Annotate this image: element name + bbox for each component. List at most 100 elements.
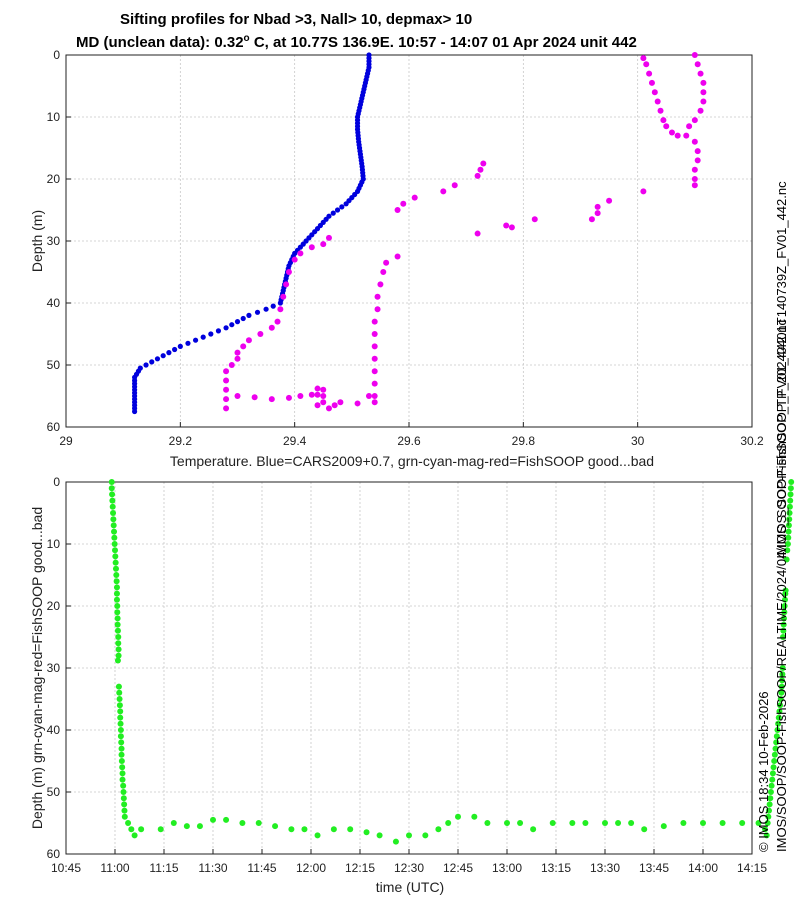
fishsoop-point bbox=[394, 207, 401, 213]
fishsoop-time-point bbox=[111, 541, 118, 547]
fishsoop-time-point bbox=[113, 572, 120, 578]
fishsoop-point bbox=[308, 244, 315, 251]
fishsoop-point bbox=[277, 306, 284, 313]
fishsoop-time-point bbox=[116, 689, 123, 696]
fishsoop-time-point bbox=[119, 770, 126, 777]
fishsoop-time-point bbox=[778, 683, 785, 690]
fishsoop-point bbox=[371, 355, 378, 362]
bottom-x-tick-label: 13:15 bbox=[541, 861, 571, 875]
bottom-x-tick-label: 13:45 bbox=[639, 861, 669, 875]
top-chart-y-label: Depth (m) bbox=[29, 210, 45, 272]
fishsoop-time-point bbox=[775, 720, 782, 727]
cars-point bbox=[160, 353, 166, 359]
top-x-tick-label: 30 bbox=[631, 434, 645, 448]
fishsoop-time-point bbox=[125, 820, 132, 826]
fishsoop-point bbox=[691, 166, 698, 173]
fishsoop-point bbox=[654, 98, 661, 105]
fishsoop-time-point bbox=[128, 826, 135, 833]
bottom-y-tick-label: 0 bbox=[53, 475, 60, 489]
title-line2: MD (unclean data): 0.32o C, at 10.77S 13… bbox=[76, 33, 637, 51]
fishsoop-point bbox=[394, 253, 401, 260]
fishsoop-time-point bbox=[138, 826, 145, 833]
fishsoop-time-point bbox=[121, 813, 128, 820]
fishsoop-point bbox=[660, 117, 667, 124]
fishsoop-time-point bbox=[118, 751, 125, 758]
fishsoop-time-point bbox=[115, 683, 122, 690]
cars-point bbox=[339, 204, 345, 210]
fishsoop-point bbox=[451, 182, 458, 189]
fishsoop-time-point bbox=[782, 587, 789, 594]
fishsoop-time-point bbox=[109, 497, 116, 504]
bottom-chart-x-label: time (UTC) bbox=[376, 879, 444, 895]
fishsoop-time-point bbox=[115, 646, 122, 653]
cars-point bbox=[277, 300, 283, 306]
fishsoop-time-point bbox=[113, 590, 120, 597]
fishsoop-point bbox=[320, 386, 327, 393]
fishsoop-point bbox=[694, 148, 701, 155]
fishsoop-time-point bbox=[762, 826, 769, 833]
fishsoop-time-point bbox=[109, 491, 116, 498]
fishsoop-point bbox=[371, 393, 378, 399]
fishsoop-time-point bbox=[330, 826, 337, 833]
fishsoop-point bbox=[643, 61, 650, 68]
fishsoop-time-point bbox=[784, 547, 791, 554]
bottom-x-tick-label: 14:15 bbox=[737, 861, 767, 875]
fishsoop-time-point bbox=[781, 615, 788, 622]
fishsoop-time-point bbox=[131, 832, 138, 839]
fishsoop-time-point bbox=[114, 603, 121, 609]
fishsoop-point bbox=[234, 393, 241, 399]
fishsoop-point bbox=[234, 355, 241, 362]
fishsoop-time-point bbox=[719, 820, 726, 826]
fishsoop-time-point bbox=[347, 826, 354, 833]
fishsoop-time-point bbox=[114, 621, 121, 628]
fishsoop-time-point bbox=[777, 702, 784, 709]
fishsoop-point bbox=[640, 55, 647, 62]
fishsoop-point bbox=[474, 230, 481, 237]
fishsoop-point bbox=[314, 402, 321, 409]
fishsoop-time-point bbox=[117, 708, 124, 715]
cars-point bbox=[132, 408, 138, 415]
temperature-depth-chart: 29 29.2 29.4 29.6 29.8 30 30.2 0 10 20 30 40 50 60 T… bbox=[29, 48, 764, 469]
fishsoop-point bbox=[691, 52, 698, 58]
top-y-tick-label: 0 bbox=[53, 48, 60, 62]
fishsoop-time-point bbox=[765, 807, 772, 814]
bottom-chart-grid bbox=[66, 482, 752, 854]
fishsoop-point bbox=[594, 210, 601, 217]
fishsoop-point bbox=[606, 197, 613, 204]
fishsoop-time-point bbox=[504, 820, 510, 826]
fishsoop-time-point bbox=[786, 510, 793, 516]
fishsoop-point bbox=[314, 385, 321, 392]
bottom-x-tick-label: 11:00 bbox=[100, 861, 129, 875]
fishsoop-time-point bbox=[210, 816, 216, 823]
fishsoop-point bbox=[320, 399, 327, 406]
fishsoop-time-point bbox=[121, 801, 128, 808]
fishsoop-point bbox=[697, 70, 704, 77]
fishsoop-time-point bbox=[602, 820, 608, 826]
bottom-y-tick-label: 30 bbox=[47, 661, 61, 675]
cars-point bbox=[172, 346, 178, 353]
fishsoop-time-point bbox=[767, 795, 774, 802]
fishsoop-time-point bbox=[779, 677, 786, 684]
fishsoop-point bbox=[700, 79, 707, 86]
fishsoop-point bbox=[691, 176, 698, 182]
fishsoop-point bbox=[371, 380, 378, 387]
cars-point bbox=[270, 303, 276, 309]
fishsoop-time-point bbox=[785, 534, 792, 541]
fishsoop-point bbox=[377, 281, 384, 288]
cars-point bbox=[177, 343, 183, 349]
fishsoop-time-point bbox=[288, 826, 295, 833]
top-y-tick-label: 20 bbox=[47, 172, 61, 186]
fishsoop-time-point bbox=[108, 479, 115, 485]
fishsoop-point bbox=[283, 281, 290, 288]
fishsoop-time-point bbox=[455, 813, 461, 820]
fishsoop-point bbox=[354, 400, 361, 407]
bottom-x-tick-label: 11:30 bbox=[198, 861, 227, 875]
fishsoop-time-point bbox=[196, 823, 203, 830]
top-y-tick-label: 10 bbox=[47, 110, 61, 124]
fishsoop-point bbox=[297, 393, 304, 399]
fishsoop-time-point bbox=[781, 596, 788, 603]
cars-point bbox=[223, 325, 229, 331]
bottom-chart-y-label: Depth (m) grn-cyan-mag-red=FishSOOP good… bbox=[29, 507, 45, 829]
fishsoop-point bbox=[223, 377, 230, 384]
fishsoop-point bbox=[477, 166, 484, 173]
